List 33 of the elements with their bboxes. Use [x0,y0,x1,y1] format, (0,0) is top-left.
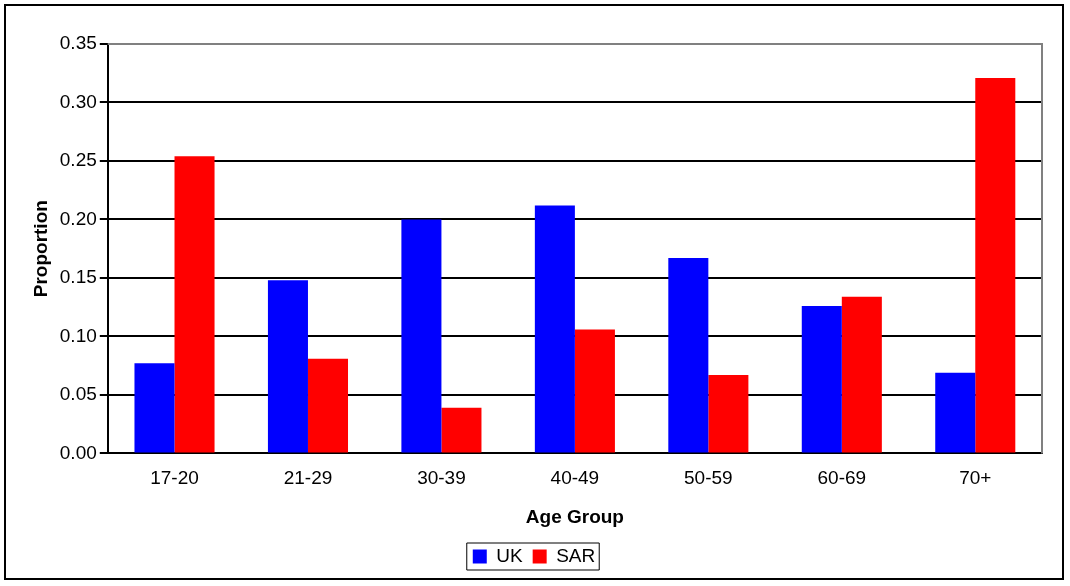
y-tick-label: 0.05 [59,383,97,405]
y-tick-label: 0.20 [59,207,97,229]
bar [708,375,749,453]
bar [441,407,482,453]
x-tick-label: 30-39 [417,467,466,489]
bar [307,358,349,453]
x-axis-title: Age Group [525,505,624,527]
bar [841,296,882,453]
x-tick-label: 50-59 [684,467,733,489]
bar [401,219,442,453]
legend-label: SAR [556,544,596,566]
y-tick-label: 0.30 [59,90,97,112]
bar [174,156,215,453]
x-tick-label: 21-29 [283,467,333,489]
bar [935,372,976,453]
y-tick-label: 0.10 [59,324,97,346]
bar [134,363,175,453]
y-tick-label: 0.15 [59,266,97,288]
y-tick-label: 0.00 [59,441,97,463]
legend-label: UK [496,544,523,566]
bar [975,77,1016,453]
x-tick-label: 17-20 [150,467,199,489]
y-axis-title: Proportion [29,200,51,298]
bar [534,205,575,453]
y-tick-label: 0.35 [59,32,97,54]
x-tick-label: 70+ [959,467,992,489]
x-tick-label: 40-49 [550,467,600,489]
bar [574,329,615,453]
bar [801,306,842,453]
x-tick-label: 60-69 [817,467,867,489]
bar [267,280,308,453]
bar [668,258,709,453]
y-tick-label: 0.25 [59,149,97,171]
